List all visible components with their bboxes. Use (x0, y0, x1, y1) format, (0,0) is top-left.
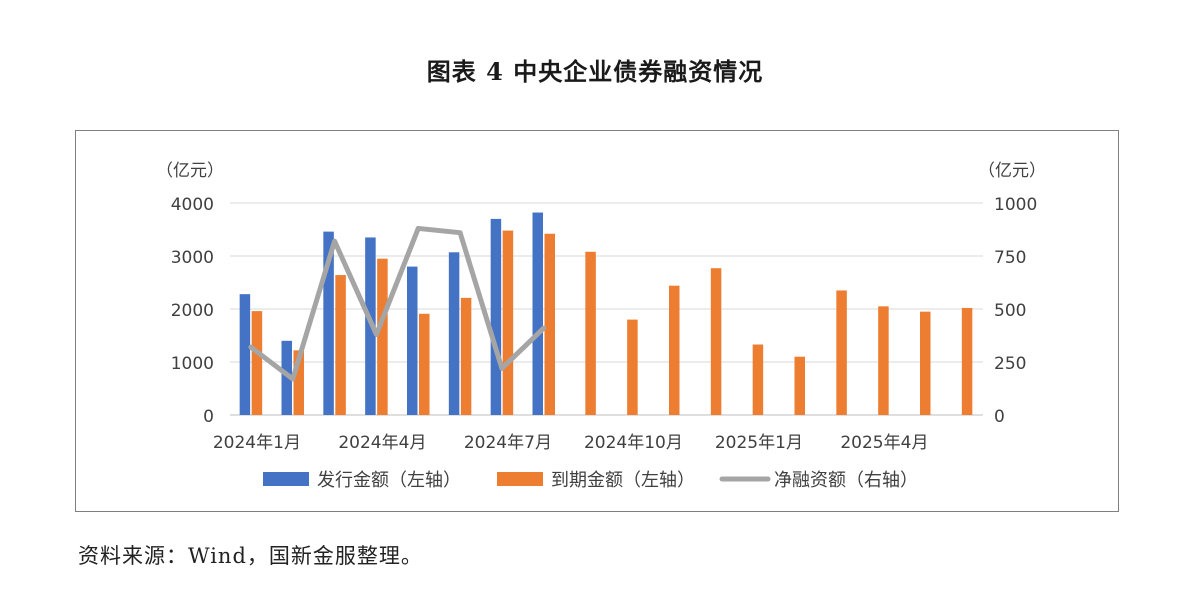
y-right-tick-label: 750 (994, 248, 1026, 268)
gridlines (230, 202, 983, 416)
legend-label-issue: 发行金额（左轴） (317, 470, 461, 491)
maturity-bar (836, 290, 847, 415)
y-left-tick-label: 2000 (171, 301, 214, 321)
x-tick-label: 2024年4月 (338, 433, 426, 453)
maturity-bar (585, 251, 596, 415)
x-tick-label: 2024年10月 (584, 433, 683, 453)
y-left-tick-label: 0 (203, 407, 214, 427)
x-tick-label: 2024年7月 (464, 433, 552, 453)
issue-bar (323, 231, 334, 415)
maturity-bar (544, 233, 555, 415)
chart-title: 图表 4 中央企业债券融资情况 (426, 57, 764, 86)
x-tick-label: 2025年1月 (715, 433, 803, 453)
x-tick-label: 2024年1月 (213, 433, 301, 453)
y-right-tick-label: 1000 (994, 195, 1037, 215)
legend: 发行金额（左轴） 到期金额（左轴） 净融资额（右轴） (263, 470, 918, 491)
maturity-bar (460, 297, 472, 415)
issue-bar (532, 212, 543, 415)
maturity-bar (752, 344, 764, 415)
y-right-unit-label: （亿元） (978, 161, 1046, 181)
y-right-tick-label: 500 (994, 301, 1026, 321)
maturity-bar (627, 319, 638, 415)
issue-bar (448, 252, 460, 415)
issue-bar (239, 294, 251, 415)
net-financing-line (248, 225, 547, 382)
maturity-bar (293, 350, 304, 415)
legend-swatch-maturity (497, 472, 543, 486)
issue-bar (407, 266, 418, 415)
y-right-tick-label: 250 (994, 354, 1026, 374)
maturity-bar (502, 230, 514, 415)
issue-bar (281, 340, 292, 415)
issue-bar (490, 218, 502, 415)
x-tick-label: 2025年4月 (840, 433, 928, 453)
axes: 0 1000 2000 3000 4000 0 250 500 750 1000 （亿元） （亿元） 2… (156, 161, 1046, 453)
maturity-bar (377, 258, 388, 415)
maturity-bar (251, 311, 263, 415)
maturity-bar (710, 268, 722, 415)
y-left-tick-label: 1000 (171, 354, 214, 374)
maturity-bar (335, 275, 346, 415)
maturity-bar (419, 313, 430, 415)
legend-label-net: 净融资额（右轴） (774, 470, 918, 491)
y-right-tick-label: 0 (994, 407, 1005, 427)
source-note: 资料来源：Wind，国新金服整理。 (78, 544, 423, 568)
legend-label-maturity: 到期金额（左轴） (551, 470, 695, 491)
maturity-bar (920, 311, 931, 415)
maturity-bar (669, 285, 680, 415)
net-financing-line-path (248, 225, 547, 382)
maturity-bar (794, 356, 805, 415)
y-left-tick-label: 4000 (171, 195, 214, 215)
bars (239, 212, 973, 415)
maturity-bar (878, 306, 889, 415)
y-left-tick-label: 3000 (171, 248, 214, 268)
y-left-unit-label: （亿元） (156, 161, 224, 181)
maturity-bar (961, 307, 973, 415)
legend-swatch-issue (263, 472, 309, 486)
